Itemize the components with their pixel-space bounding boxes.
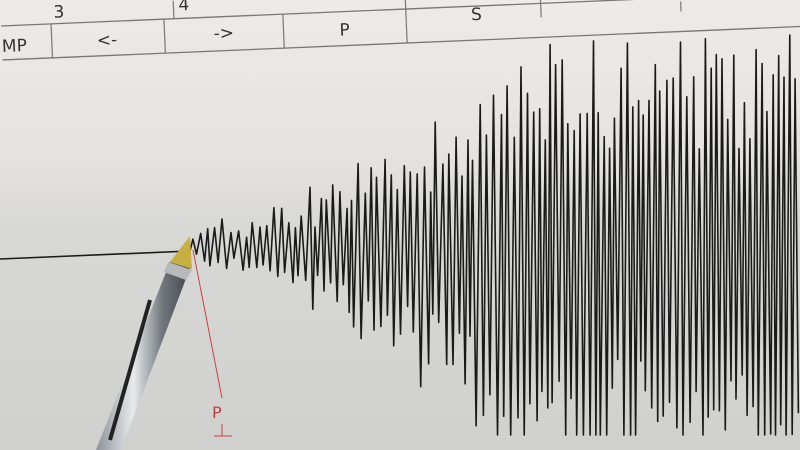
seismic-trace	[0, 34, 800, 436]
header-cell-mp: MP	[2, 36, 28, 57]
header-cell-p: P	[339, 20, 350, 40]
header-cell-left-arrow: <-	[96, 30, 117, 51]
header-cell-3: 3	[53, 2, 65, 22]
header-cell-4: 4	[178, 0, 190, 16]
header-cell-right-arrow: ->	[213, 23, 234, 44]
p-wave-marker: P	[192, 249, 232, 437]
p-wave-label: P	[212, 403, 222, 422]
header-cell-s: S	[471, 5, 483, 25]
header-table: 3 4 S MP <- -> P	[1, 0, 800, 61]
pen-icon	[96, 236, 192, 450]
